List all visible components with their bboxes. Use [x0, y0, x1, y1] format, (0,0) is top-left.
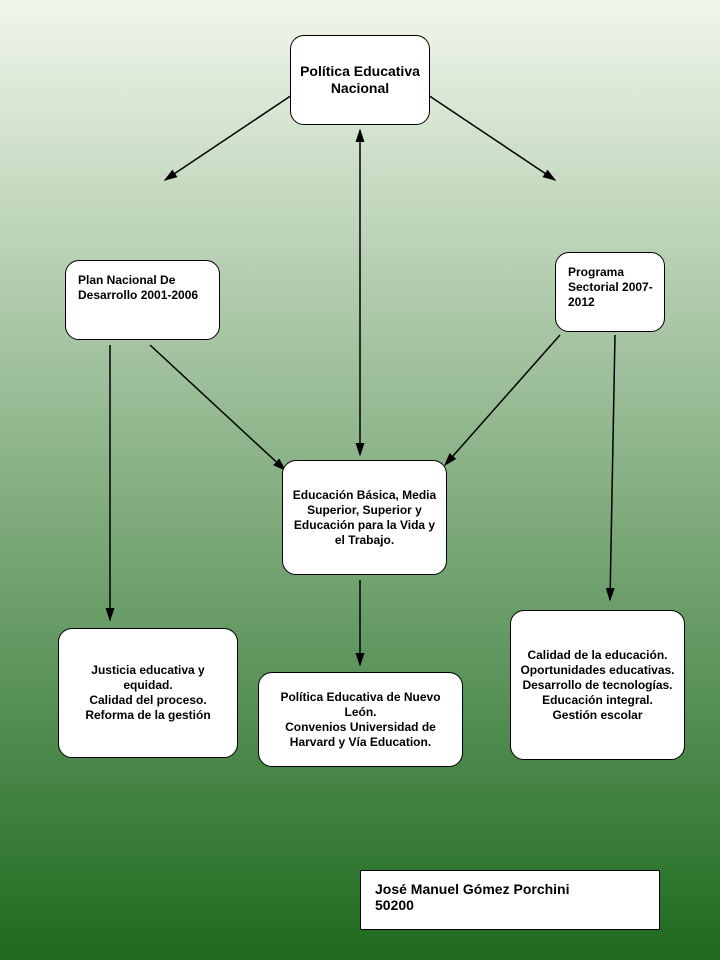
node-label: Política Educativa Nacional	[299, 63, 421, 98]
diagram-canvas: Política Educativa Nacional Plan Naciona…	[0, 0, 720, 960]
node-label: Calidad de la educación. Oportunidades e…	[519, 648, 676, 723]
node-politica-nuevo-leon: Política Educativa de Nuevo León.Conveni…	[258, 672, 463, 767]
node-label: Educación Básica, Media Superior, Superi…	[291, 488, 438, 548]
edge-arrow	[610, 335, 615, 600]
node-educacion-basica: Educación Básica, Media Superior, Superi…	[282, 460, 447, 575]
node-calidad-educacion: Calidad de la educación. Oportunidades e…	[510, 610, 685, 760]
author-id: 50200	[375, 897, 645, 913]
edge-arrow	[445, 335, 560, 465]
edge-arrow	[428, 95, 555, 180]
node-label: Política Educativa de Nuevo León.Conveni…	[267, 690, 454, 750]
node-politica-educativa-nacional: Política Educativa Nacional	[290, 35, 430, 125]
edge-arrow	[165, 95, 292, 180]
node-programa-sectorial: Programa Sectorial 2007-2012	[555, 252, 665, 332]
node-label: Programa Sectorial 2007-2012	[568, 265, 656, 310]
node-label: Justicia educativa y equidad.Calidad del…	[67, 663, 229, 723]
author-box: José Manuel Gómez Porchini 50200	[360, 870, 660, 930]
edge-arrow	[150, 345, 285, 470]
node-justicia-equidad: Justicia educativa y equidad.Calidad del…	[58, 628, 238, 758]
author-name: José Manuel Gómez Porchini	[375, 881, 645, 897]
node-plan-nacional-desarrollo: Plan Nacional De Desarrollo 2001-2006	[65, 260, 220, 340]
node-label: Plan Nacional De Desarrollo 2001-2006	[78, 273, 211, 303]
